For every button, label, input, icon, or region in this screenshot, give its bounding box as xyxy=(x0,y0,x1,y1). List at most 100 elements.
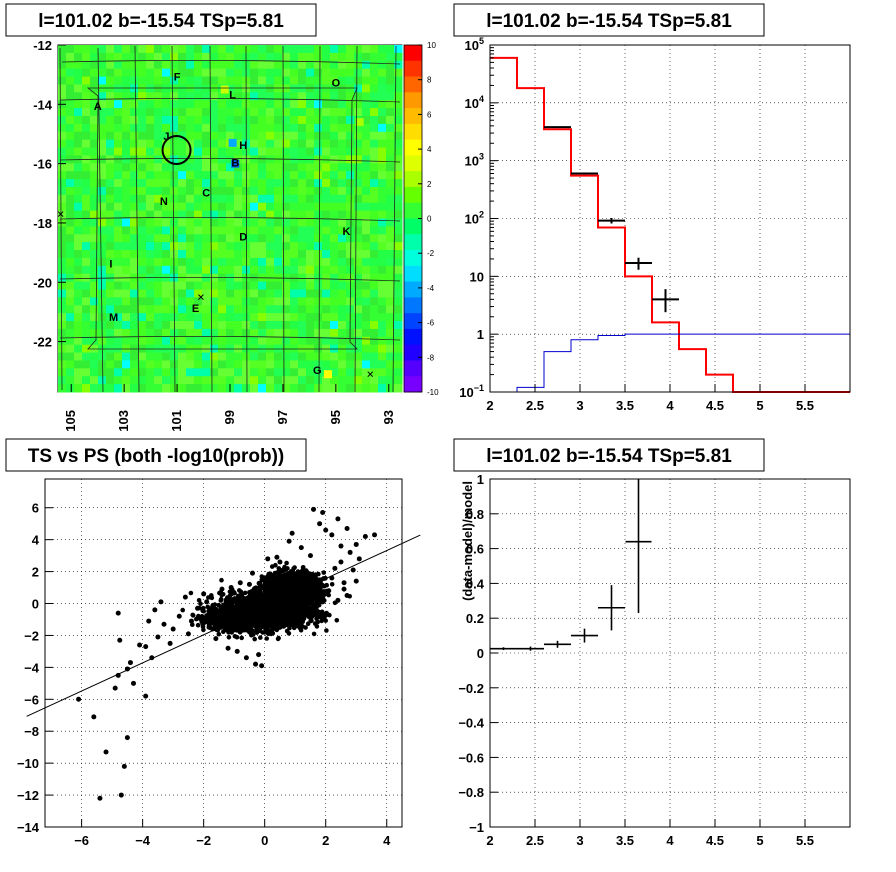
heatmap-cell xyxy=(90,328,99,338)
heatmap-cell xyxy=(154,257,163,267)
heatmap-cell xyxy=(394,60,403,70)
heatmap-cell xyxy=(226,163,235,172)
heatmap-cell xyxy=(90,139,99,149)
heatmap-cell xyxy=(266,218,275,227)
heatmap-cell xyxy=(194,360,203,369)
heatmap-cell xyxy=(106,84,115,93)
heatmap-cell xyxy=(330,218,339,227)
heatmap-cell xyxy=(234,289,243,298)
heatmap-cell xyxy=(338,297,347,306)
heatmap-cell xyxy=(378,186,387,196)
heatmap-cell xyxy=(298,218,307,227)
heatmap-cell xyxy=(146,336,155,346)
heatmap-cell xyxy=(130,45,139,54)
heatmap-cell xyxy=(82,171,91,180)
scatter-point xyxy=(288,619,293,624)
heatmap-cell xyxy=(370,226,379,235)
heatmap-cell xyxy=(194,115,203,125)
heatmap-cell xyxy=(90,84,99,93)
heatmap-cell xyxy=(178,289,187,298)
heatmap-cell xyxy=(346,100,355,109)
heatmap-cell xyxy=(106,108,115,117)
heatmap-cell xyxy=(346,186,355,196)
heatmap-cell xyxy=(90,368,99,377)
heatmap-cell xyxy=(146,226,155,235)
heatmap-cell xyxy=(170,376,179,385)
heatmap-cell xyxy=(194,171,203,180)
heatmap-cell xyxy=(186,281,195,290)
heatmap-cell xyxy=(186,115,195,125)
heatmap-cell xyxy=(290,108,299,117)
heatmap-cell xyxy=(394,202,403,212)
heatmap-cell xyxy=(58,226,67,235)
heatmap-cell xyxy=(90,242,99,251)
heatmap-cell xyxy=(194,68,203,78)
heatmap-cell xyxy=(378,45,387,54)
heatmap-cell xyxy=(378,179,387,188)
heatmap-cell xyxy=(218,139,227,149)
heatmap-cell xyxy=(354,131,363,141)
heatmap-cell xyxy=(386,115,395,125)
heatmap-cell xyxy=(274,352,283,361)
heatmap-cell xyxy=(394,218,403,227)
heatmap-cell xyxy=(122,297,131,306)
heatmap-cell xyxy=(258,297,267,306)
heatmap-cell xyxy=(386,100,395,109)
heatmap-cell xyxy=(210,92,219,101)
heatmap-cell xyxy=(354,360,363,369)
heatmap-cell xyxy=(74,76,83,85)
heatmap-cell xyxy=(66,108,75,117)
heatmap-cell xyxy=(226,321,235,330)
heatmap-cell xyxy=(154,321,163,330)
heatmap-cell xyxy=(290,265,299,275)
heatmap-cell xyxy=(106,147,115,156)
heatmap-cell xyxy=(58,344,67,354)
heatmap-cell xyxy=(210,60,219,70)
heatmap-cell xyxy=(162,52,171,62)
y-tick-exponent: −1 xyxy=(474,383,484,393)
heatmap-cell xyxy=(146,108,155,117)
heatmap-cell xyxy=(154,336,163,346)
heatmap-cell xyxy=(314,139,323,149)
heatmap-cell xyxy=(170,155,179,164)
heatmap-cell xyxy=(394,250,403,259)
heatmap-cell xyxy=(306,100,315,109)
heatmap-cell xyxy=(58,68,67,78)
heatmap-cell xyxy=(114,234,123,243)
heatmap-cell xyxy=(106,313,115,322)
heatmap-cell xyxy=(178,108,187,117)
heatmap-cell xyxy=(394,155,403,164)
heatmap-cell xyxy=(154,242,163,251)
heatmap-cell xyxy=(74,336,83,346)
scatter-point xyxy=(251,605,257,610)
heatmap-cell xyxy=(282,123,291,133)
heatmap-cell xyxy=(218,147,227,156)
heatmap-cell xyxy=(234,328,243,338)
heatmap-cell xyxy=(66,344,75,354)
heatmap-cell xyxy=(58,163,67,172)
heatmap-cell xyxy=(178,297,187,306)
heatmap-cell xyxy=(226,226,235,235)
heatmap-cell xyxy=(154,289,163,298)
heatmap-cell xyxy=(130,384,139,393)
heatmap-cell xyxy=(218,328,227,338)
heatmap-cell xyxy=(394,84,403,93)
heatmap-cell xyxy=(378,76,387,85)
heatmap-cell xyxy=(82,226,91,235)
heatmap-cell xyxy=(218,234,227,243)
colorbar-segment xyxy=(404,313,422,330)
heatmap-cell xyxy=(202,368,211,377)
heatmap-cell xyxy=(354,52,363,62)
heatmap-cell xyxy=(298,84,307,93)
heatmap-cell xyxy=(162,131,171,141)
heatmap-cell xyxy=(258,305,267,314)
heatmap-cell xyxy=(106,376,115,385)
heatmap-cell xyxy=(298,257,307,267)
colorbar-tick-label: 10 xyxy=(427,41,436,50)
heatmap-cell xyxy=(98,115,107,125)
heatmap-cell xyxy=(202,376,211,385)
heatmap-cell xyxy=(218,92,227,101)
heatmap-cell xyxy=(210,194,219,204)
heatmap-cell xyxy=(338,84,347,93)
heatmap-cell xyxy=(178,45,187,54)
